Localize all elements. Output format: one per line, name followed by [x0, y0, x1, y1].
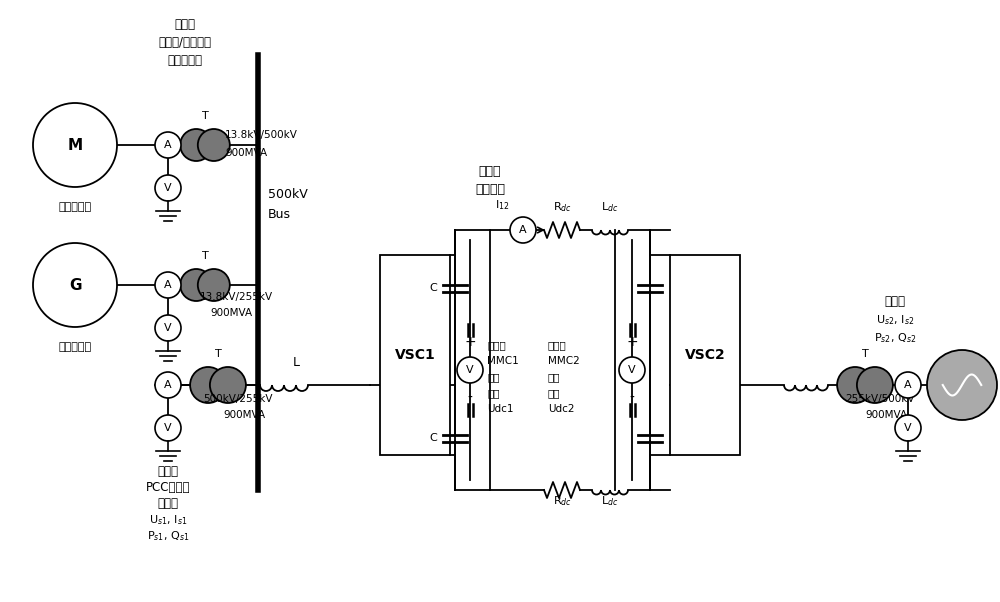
Text: 出有功无功: 出有功无功 [168, 54, 202, 67]
Text: P$_{s1}$, Q$_{s1}$: P$_{s1}$, Q$_{s1}$ [147, 529, 189, 543]
Text: 测量点: 测量点 [487, 340, 506, 350]
Text: Udc1: Udc1 [487, 404, 514, 414]
Text: R$_{dc}$: R$_{dc}$ [553, 494, 571, 508]
Text: T: T [862, 349, 868, 359]
Text: 电压: 电压 [548, 388, 560, 398]
Text: 900MVA: 900MVA [223, 410, 265, 420]
Text: V: V [164, 423, 172, 433]
Circle shape [198, 129, 230, 161]
Circle shape [619, 357, 645, 383]
Text: VSC1: VSC1 [395, 348, 435, 362]
Circle shape [33, 243, 117, 327]
Circle shape [155, 175, 181, 201]
Text: 电压: 电压 [487, 388, 500, 398]
Text: C: C [429, 433, 437, 443]
Text: C: C [429, 283, 437, 293]
Text: 测量点: 测量点 [885, 295, 906, 308]
Text: A: A [904, 380, 912, 390]
Text: 测量点: 测量点 [158, 465, 178, 478]
Text: MMC1: MMC1 [487, 356, 519, 366]
Text: V: V [164, 323, 172, 333]
Text: A: A [164, 140, 172, 150]
Text: A: A [519, 225, 527, 235]
Circle shape [190, 367, 226, 403]
Text: L: L [292, 356, 300, 369]
Circle shape [155, 315, 181, 341]
Text: 900MVA: 900MVA [210, 308, 252, 318]
Text: -: - [468, 391, 472, 405]
Text: 发电机/电动机发: 发电机/电动机发 [158, 36, 212, 49]
Text: +: + [626, 335, 638, 349]
Text: L$_{dc}$: L$_{dc}$ [601, 494, 619, 508]
Circle shape [857, 367, 893, 403]
Text: I$_{12}$: I$_{12}$ [495, 198, 509, 212]
Circle shape [837, 367, 873, 403]
Text: Bus: Bus [268, 208, 291, 222]
Text: 测量点: 测量点 [479, 165, 501, 178]
Circle shape [180, 129, 212, 161]
Text: T: T [215, 349, 221, 359]
Text: T: T [202, 111, 208, 121]
Circle shape [180, 269, 212, 301]
Text: P$_{s2}$, Q$_{s2}$: P$_{s2}$, Q$_{s2}$ [874, 331, 916, 345]
Text: 直流: 直流 [487, 372, 500, 382]
Circle shape [155, 132, 181, 158]
Text: 900MVA: 900MVA [865, 410, 907, 420]
Circle shape [510, 217, 536, 243]
Text: R$_{dc}$: R$_{dc}$ [553, 200, 571, 214]
Circle shape [33, 103, 117, 187]
Text: V: V [628, 365, 636, 375]
Text: 500kV: 500kV [268, 188, 308, 202]
Text: Udc2: Udc2 [548, 404, 574, 414]
Text: V: V [164, 183, 172, 193]
Text: 255kV/500kV: 255kV/500kV [845, 394, 914, 404]
Text: 直流: 直流 [548, 372, 560, 382]
Text: A: A [164, 380, 172, 390]
Text: 异步电动机: 异步电动机 [58, 202, 92, 212]
Circle shape [155, 372, 181, 398]
Text: A: A [164, 280, 172, 290]
Text: U$_{s1}$, I$_{s1}$: U$_{s1}$, I$_{s1}$ [149, 513, 187, 527]
Bar [670, 255, 740, 455]
Text: MMC2: MMC2 [548, 356, 580, 366]
Bar [380, 255, 450, 455]
Text: T: T [202, 251, 208, 261]
Circle shape [457, 357, 483, 383]
Text: 电气量: 电气量 [158, 497, 178, 510]
Text: -: - [630, 391, 634, 405]
Text: 直流电流: 直流电流 [475, 183, 505, 196]
Text: 500kV/255kV: 500kV/255kV [203, 394, 272, 404]
Text: L$_{dc}$: L$_{dc}$ [601, 200, 619, 214]
Text: PCC点各种: PCC点各种 [146, 481, 190, 494]
Circle shape [210, 367, 246, 403]
Circle shape [895, 372, 921, 398]
Circle shape [198, 269, 230, 301]
Text: V: V [904, 423, 912, 433]
Text: V: V [466, 365, 474, 375]
Text: G: G [69, 278, 81, 293]
Text: VSC2: VSC2 [685, 348, 725, 362]
Circle shape [927, 350, 997, 420]
Text: M: M [67, 137, 83, 152]
Text: 测量点: 测量点 [175, 18, 196, 31]
Text: 900MVA: 900MVA [225, 148, 267, 158]
Text: 13.8kV/500kV: 13.8kV/500kV [225, 130, 298, 140]
Circle shape [895, 415, 921, 441]
Circle shape [155, 415, 181, 441]
Text: 测量点: 测量点 [548, 340, 567, 350]
Text: U$_{s2}$, I$_{s2}$: U$_{s2}$, I$_{s2}$ [876, 313, 914, 327]
Text: 13.8kV/255kV: 13.8kV/255kV [200, 292, 273, 302]
Text: 同步发电机: 同步发电机 [58, 342, 92, 352]
Circle shape [155, 272, 181, 298]
Text: +: + [464, 335, 476, 349]
